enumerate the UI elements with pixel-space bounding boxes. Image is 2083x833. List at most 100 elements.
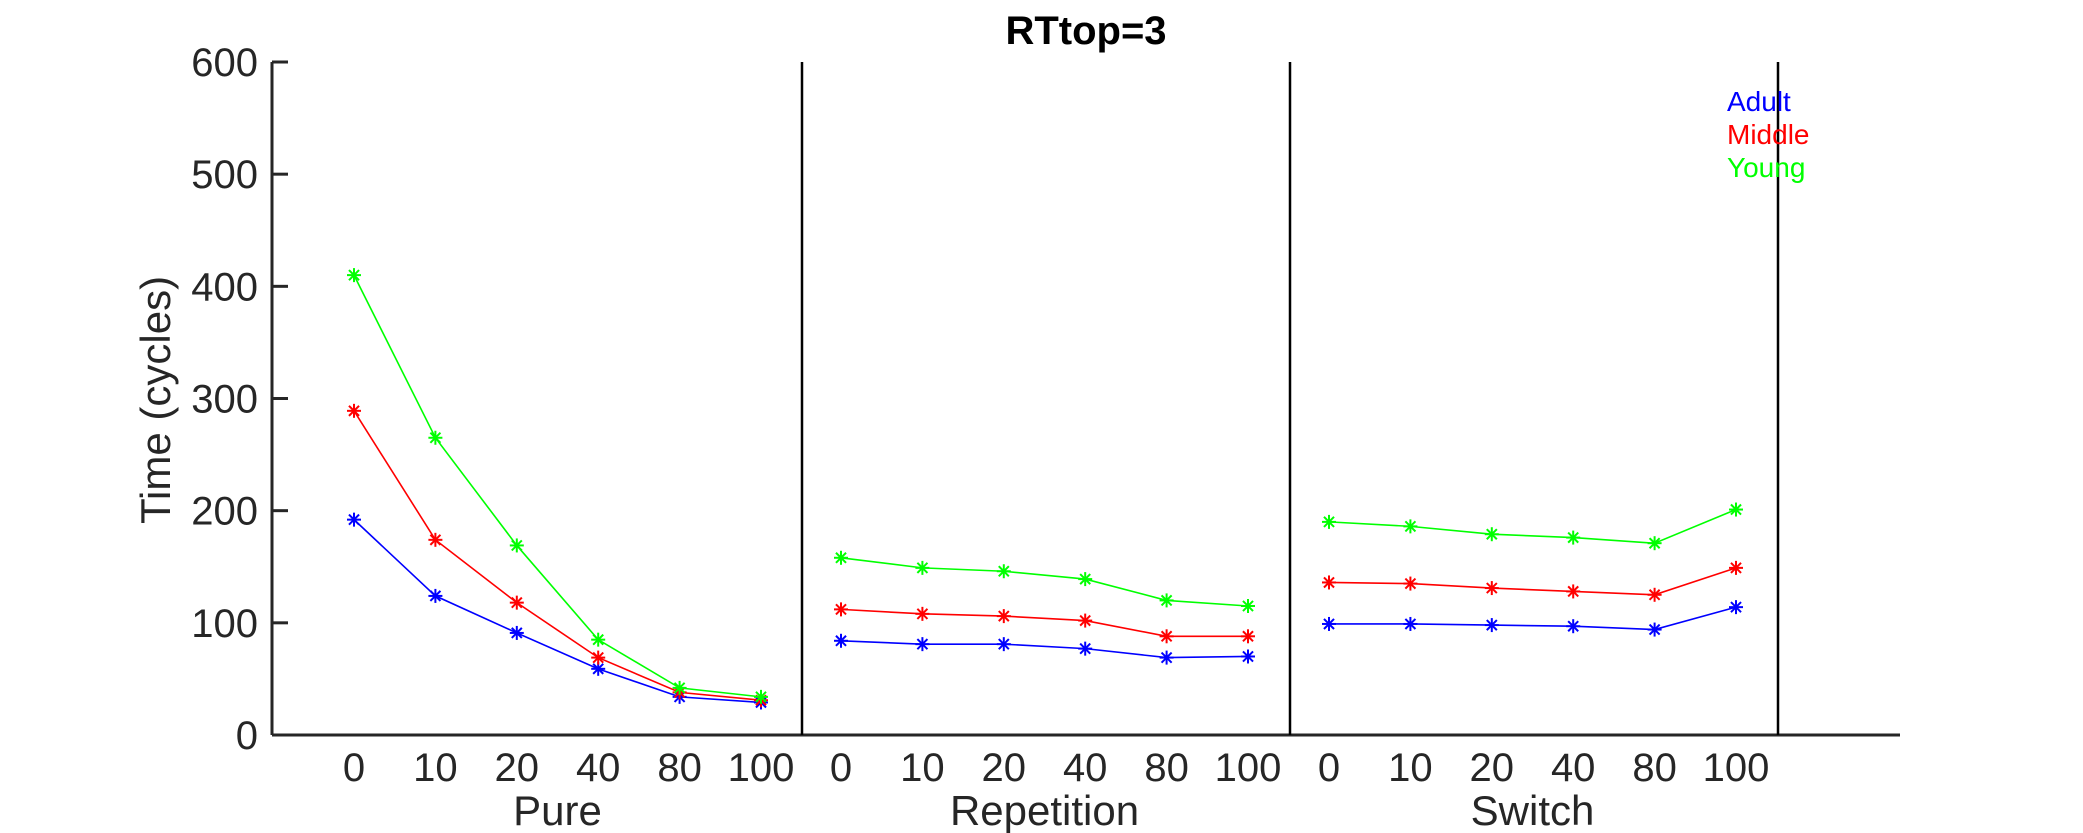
data-point [1484,581,1499,596]
x-tick-label: 80 [657,746,702,790]
marker-stroke [1567,585,1579,598]
marker-stroke [1567,531,1579,544]
marker-stroke [429,590,442,602]
series-adult [347,512,1743,710]
data-point [996,564,1011,579]
marker-stroke [1404,618,1417,630]
data-point [428,588,443,603]
series-line [353,410,762,702]
data-point [1647,622,1662,637]
data-point [1729,600,1743,615]
data-point [1159,650,1174,665]
data-point [1403,576,1418,591]
data-point [1322,575,1336,590]
data-point [509,625,524,640]
data-point [347,268,361,283]
marker-stroke [1242,630,1254,643]
data-point [915,560,930,575]
data-point [1403,616,1418,631]
x-tick-label: 100 [728,746,795,790]
marker-stroke [835,603,847,616]
data-point [1078,641,1093,656]
marker-stroke [1242,650,1254,663]
data-point [1566,619,1581,634]
series-middle [347,403,1743,708]
data-point [915,637,930,652]
data-point [509,538,524,553]
marker-stroke [998,610,1010,622]
marker-stroke [998,565,1010,577]
data-point [1241,629,1255,644]
series-line [1328,508,1737,545]
marker-stroke [755,691,767,703]
marker-stroke [1486,528,1498,540]
marker-stroke [1079,614,1091,627]
marker-stroke [1404,577,1417,590]
series-line [1329,606,1737,631]
y-tick-label: 400 [191,265,258,309]
marker-stroke [1079,573,1091,585]
legend-entry: Young [1727,152,1805,183]
data-point [1729,502,1743,517]
marker-stroke [592,633,604,646]
y-axis-label: Time (cycles) [132,276,179,524]
y-tick-label: 300 [191,378,258,422]
data-point [1647,587,1662,602]
marker-stroke [916,608,929,620]
marker-stroke [916,638,929,650]
data-point [915,606,930,621]
series-line [840,639,1249,659]
data-point [428,532,443,547]
series-line [353,519,762,704]
x-tick-label: 20 [1470,746,1515,790]
data-point [996,609,1011,624]
series-line [840,608,1248,638]
marker-stroke [1567,620,1579,632]
x-tick-label: 80 [1632,746,1677,790]
marker-stroke [1160,651,1173,664]
data-point [1322,616,1336,631]
marker-stroke [511,596,523,609]
series-line [840,556,1249,607]
marker-stroke [916,562,929,574]
data-point [1484,527,1499,542]
data-point [1159,593,1174,608]
x-tick-label: 20 [982,746,1027,790]
data-point [347,403,361,418]
marker-stroke [1323,516,1335,528]
data-point [1322,514,1336,529]
marker-stroke [429,534,442,546]
data-point [591,632,606,647]
y-tick-label: 100 [191,602,258,646]
data-point [1484,618,1499,633]
data-point [1566,530,1581,545]
data-point [1566,584,1581,599]
y-tick-label: 0 [236,714,258,758]
chart-title: RTtop=3 [1005,9,1166,53]
marker-stroke [429,432,442,444]
marker-stroke [673,682,686,694]
marker-stroke [348,269,360,281]
marker-stroke [998,638,1010,650]
marker-stroke [835,635,847,647]
data-point [428,430,443,445]
data-point [834,633,848,648]
data-point [834,550,848,565]
y-tick-label: 200 [191,490,258,534]
x-tick-label: 20 [495,746,540,790]
marker-stroke [592,663,604,675]
data-point [509,595,524,610]
marker-stroke [511,627,523,639]
y-tick-label: 600 [191,41,258,85]
x-tick-label: 80 [1144,746,1189,790]
plot-area [347,268,1743,710]
marker-stroke [1323,576,1335,589]
panel-label: Pure [513,787,602,833]
marker-stroke [1160,630,1173,643]
data-point [1241,649,1255,664]
data-point [834,602,848,617]
marker-stroke [1486,619,1498,631]
marker-stroke [1079,642,1091,655]
